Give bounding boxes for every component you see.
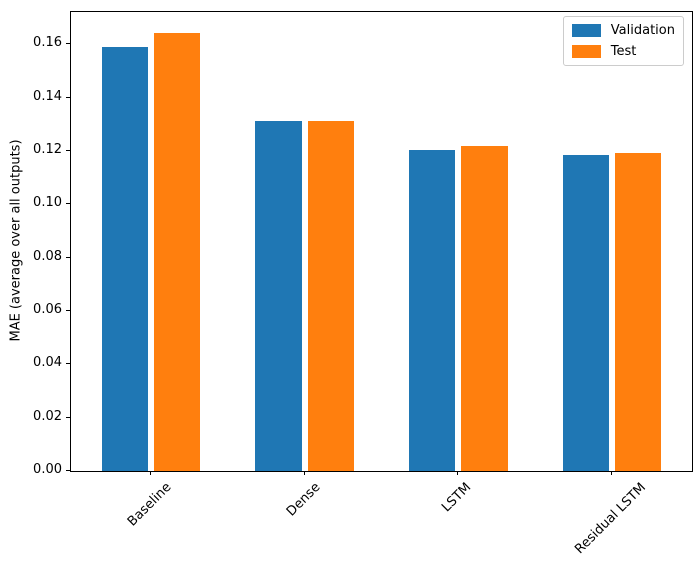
x-tick-label-dense: Dense <box>283 480 324 520</box>
legend-item-test: Test <box>571 44 675 59</box>
y-tick-mark <box>66 256 70 258</box>
bar-test-lstm <box>461 145 508 471</box>
x-tick-mark <box>303 471 305 475</box>
y-tick-mark <box>66 203 70 205</box>
y-tick-mark <box>66 470 70 471</box>
legend-label-validation: Validation <box>610 23 675 38</box>
y-tick-label: 0.02 <box>33 408 62 424</box>
bar-validation-lstm <box>409 149 456 471</box>
y-tick-mark <box>66 309 70 311</box>
legend-item-validation: Validation <box>571 23 675 38</box>
y-tick-label: 0.12 <box>33 141 62 157</box>
x-tick-mark <box>611 471 613 475</box>
y-tick-mark <box>66 96 70 98</box>
y-tick-label: 0.00 <box>33 462 62 477</box>
y-tick-label: 0.10 <box>33 195 62 211</box>
x-tick-label-lstm: LSTM <box>439 480 475 516</box>
x-tick-label-residual-lstm: Residual LSTM <box>572 480 650 558</box>
y-tick-mark <box>66 43 70 45</box>
y-tick-label: 0.08 <box>33 248 62 264</box>
y-tick-label: 0.16 <box>33 35 62 51</box>
y-tick-label: 0.14 <box>33 88 62 104</box>
x-tick-mark <box>149 471 151 475</box>
legend-label-test: Test <box>610 44 637 59</box>
y-tick-label: 0.06 <box>33 301 62 317</box>
y-tick-mark <box>66 416 70 418</box>
bar-test-dense <box>307 121 354 471</box>
bar-test-residual-lstm <box>615 153 662 471</box>
plot-area <box>70 11 693 472</box>
bar-validation-residual-lstm <box>562 154 609 471</box>
legend: Validation Test <box>562 16 684 66</box>
test-color-swatch <box>571 45 601 58</box>
y-axis-label-container: MAE (average over all outputs) <box>6 11 26 470</box>
y-tick-mark <box>66 149 70 151</box>
y-tick-mark <box>66 363 70 365</box>
bar-validation-baseline <box>101 47 148 471</box>
bar-test-baseline <box>154 33 201 471</box>
validation-color-swatch <box>571 24 601 37</box>
bar-validation-dense <box>255 120 302 471</box>
x-tick-mark <box>457 471 459 475</box>
y-tick-label: 0.04 <box>33 355 62 371</box>
x-tick-label-baseline: Baseline <box>124 480 175 530</box>
